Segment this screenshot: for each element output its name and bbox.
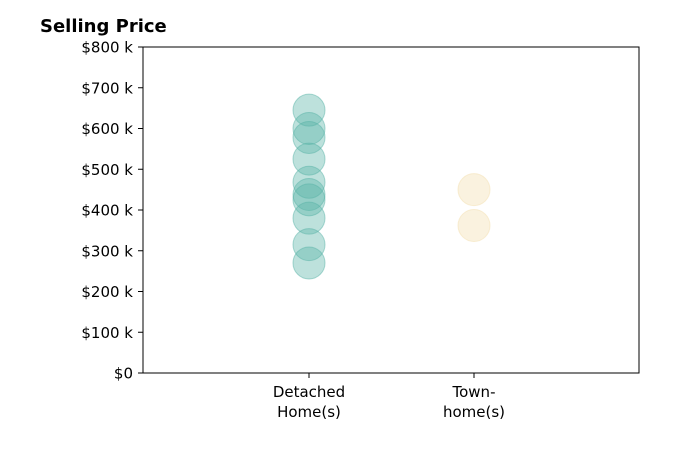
y-tick-label: $600 k — [81, 120, 133, 138]
data-point — [292, 201, 326, 235]
data-point — [292, 178, 326, 212]
y-tick-label: $700 k — [81, 79, 133, 97]
x-tick-label: Town-home(s) — [443, 383, 505, 421]
plot-area-frame — [142, 46, 640, 374]
x-axis: Detached Home(s) Town-home(s) — [273, 373, 505, 421]
data-point — [292, 183, 326, 217]
data-point — [457, 208, 491, 242]
data-point — [457, 173, 491, 207]
data-point — [292, 228, 326, 262]
y-tick-label: $400 k — [81, 202, 133, 220]
y-tick-label: $500 k — [81, 161, 133, 179]
y-tick-label: $100 k — [81, 324, 133, 342]
data-point — [292, 142, 326, 176]
x-tick-label-line: Home(s) — [277, 403, 341, 421]
x-tick-label-line: Detached — [273, 383, 345, 401]
chart-title: Selling Price — [40, 16, 167, 37]
x-tick-label: Detached Home(s) — [273, 383, 345, 421]
y-tick-label: $300 k — [81, 242, 133, 260]
data-points — [292, 93, 491, 280]
y-tick-label: $800 k — [81, 39, 133, 57]
y-tick-label: $200 k — [81, 283, 133, 301]
x-tick-label-line: home(s) — [443, 403, 505, 421]
data-point — [292, 93, 326, 127]
data-point — [292, 112, 326, 145]
data-point — [292, 165, 326, 199]
data-point — [292, 246, 326, 280]
y-axis: $0 $100 k $200 k $300 k $400 k $500 k $600 k $7… — [81, 39, 143, 383]
x-tick-label-line: Town- — [452, 383, 496, 401]
y-tick-label: $0 — [114, 365, 133, 383]
